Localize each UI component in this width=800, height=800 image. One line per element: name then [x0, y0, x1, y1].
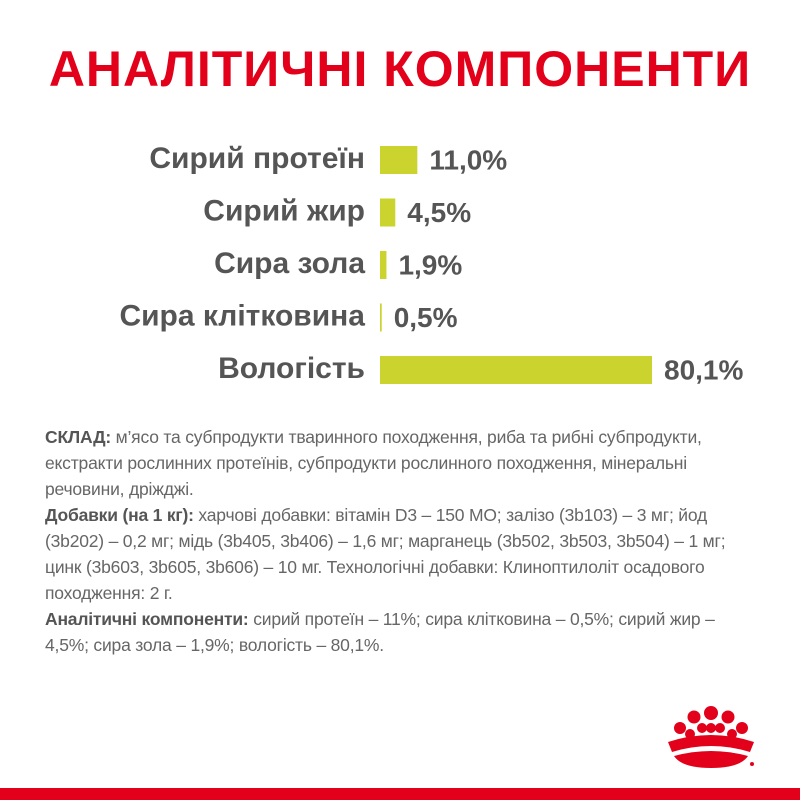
paragraph-text: харчові добавки: вітамін D3 – 150 МО; за… — [45, 505, 726, 603]
category-label: Сирий жир — [203, 194, 365, 227]
category-label: Вологість — [218, 352, 365, 385]
paragraph-label: СКЛАД: — [45, 427, 111, 447]
value-label: 80,1% — [664, 354, 743, 385]
value-label: 11,0% — [429, 144, 507, 175]
paragraph: Добавки (на 1 кг): харчові добавки: віта… — [45, 502, 760, 606]
chart-title: АНАЛІТИЧНІ КОМПОНЕНТИ — [49, 41, 751, 97]
bar — [380, 198, 396, 227]
chart: АНАЛІТИЧНІ КОМПОНЕНТИ Сирий протеїн 11,0%… — [49, 41, 751, 385]
paragraph: СКЛАД: м’ясо та субпродукти тваринного п… — [45, 424, 760, 502]
bar — [380, 251, 387, 279]
composition: СКЛАД: м’ясо та субпродукти тваринного п… — [45, 424, 760, 658]
paragraph-text: м’ясо та субпродукти тваринного походжен… — [45, 427, 702, 499]
paragraph-label: Аналітичні компоненти: — [45, 609, 249, 629]
logo — [668, 706, 754, 768]
category-label: Сирий протеїн — [149, 142, 365, 175]
paragraph-label: Добавки (на 1 кг): — [45, 505, 194, 525]
footer-band — [0, 788, 800, 800]
category-label: Сира клітковина — [119, 299, 365, 332]
value-label: 1,9% — [398, 249, 462, 280]
bar — [380, 356, 652, 384]
paragraph: Аналітичні компоненти: сирий протеїн – 1… — [45, 606, 760, 658]
bar — [380, 146, 418, 174]
value-label: 0,5% — [394, 302, 458, 333]
value-label: 4,5% — [407, 197, 471, 228]
category-label: Сира зола — [214, 247, 365, 280]
paragraph-text: сирий протеїн – 11%; сира клітковина – 0… — [45, 609, 715, 655]
bar — [380, 303, 382, 332]
